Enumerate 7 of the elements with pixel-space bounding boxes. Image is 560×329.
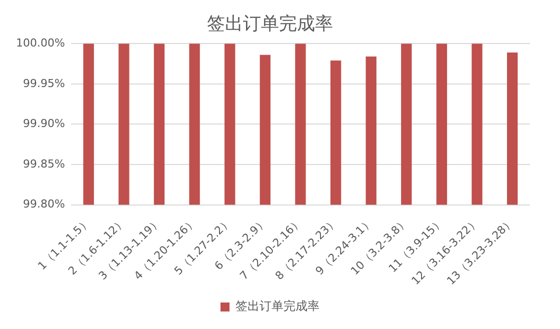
chart-title: 签出订单完成率 <box>207 13 333 34</box>
y-tick-label: 99.90% <box>22 117 65 130</box>
legend-label: 签出订单完成率 <box>236 299 320 314</box>
y-tick-label: 100.00% <box>16 36 65 50</box>
y-tick-label: 99.80% <box>22 198 65 211</box>
y-tick-label: 99.95% <box>22 76 65 90</box>
y-tick-label: 99.85% <box>22 157 65 170</box>
